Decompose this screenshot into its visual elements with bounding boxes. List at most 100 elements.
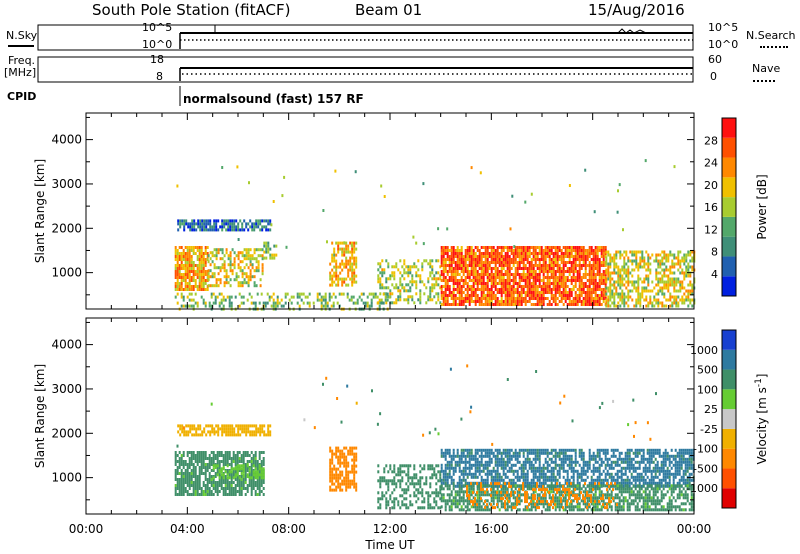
- nsearch-dotted-key: [760, 46, 788, 48]
- vel-ylabel: Slant Range [km]: [33, 364, 47, 468]
- velocity-heatmap: [174, 364, 695, 512]
- freq-tick-bottom: 8: [156, 70, 163, 83]
- power-cb-label-12: 12: [704, 223, 718, 236]
- cpid-label: CPID: [7, 90, 37, 103]
- nsky-line-key: [8, 45, 34, 47]
- ytick-label-2000: 2000: [51, 221, 82, 235]
- velocity-cb-label-3: 25: [704, 403, 718, 416]
- vel-region-5: [440, 448, 695, 488]
- power-region-8: [174, 292, 391, 311]
- nsky-tick-top: 10^5: [142, 21, 173, 34]
- power-region-0: [177, 219, 272, 232]
- vel-region-2: [212, 464, 265, 480]
- vel-region-1: [174, 451, 265, 496]
- power-cb-label-16: 16: [704, 201, 718, 214]
- nave-tick-top: 60: [708, 53, 722, 66]
- cpid-text: normalsound (fast) 157 RF: [183, 92, 364, 106]
- power-cb-cell-1: [722, 256, 736, 277]
- velocity-cb-label-0: 1000: [690, 344, 718, 357]
- vel-region-4: [377, 464, 442, 510]
- freq-tick-top: 18: [150, 53, 164, 66]
- date-label: 15/Aug/2016: [588, 1, 685, 19]
- power-region-5: [377, 259, 442, 305]
- nsearch-label: N.Search: [746, 29, 796, 42]
- power-cb-label-8: 8: [711, 246, 718, 259]
- power-region-6: [440, 246, 607, 306]
- nsky-label: N.Sky: [6, 29, 38, 42]
- power-cb-cell-6: [722, 157, 736, 178]
- nave-label: Nave: [752, 62, 781, 75]
- ytick-label-1000: 1000: [51, 471, 82, 485]
- vel-region-3: [329, 446, 358, 492]
- velocity-cb-cell-4: [722, 409, 736, 429]
- velocity-cb-cell-1: [722, 468, 736, 489]
- xtick-label-3: 12:00: [373, 522, 408, 536]
- power-region-2: [207, 248, 264, 288]
- power-cb-cell-5: [722, 177, 736, 198]
- velocity-cb-cell-2: [722, 448, 736, 469]
- xlabel: Time UT: [364, 538, 415, 552]
- power-cb-label-24: 24: [704, 157, 718, 170]
- xtick-label-6: 00:00: [677, 522, 712, 536]
- ytick-label-3000: 3000: [51, 382, 82, 396]
- power-cb-cell-0: [722, 276, 736, 296]
- ytick-label-3000: 3000: [51, 177, 82, 191]
- velocity-cb-label-1: 500: [697, 364, 718, 377]
- power-cb-label-20: 20: [704, 179, 718, 192]
- power-ylabel: Slant Range [km]: [33, 159, 47, 263]
- velocity-cb-label-7: -1000: [686, 482, 718, 495]
- time-axis: 00:00 04:00 08:00 12:00 16:00 20:00 00:00 Time …: [69, 522, 712, 552]
- power-colorbar: 4 8 12 16 20 24 28 Power [dB]: [704, 117, 769, 297]
- power-cb-cell-2: [722, 236, 736, 257]
- velocity-cb-label-4: -25: [700, 423, 718, 436]
- velocity-cb-cell-8: [722, 330, 736, 350]
- freq-label-line1: Freq.: [8, 54, 36, 67]
- xtick-label-1: 04:00: [170, 522, 205, 536]
- power-axes: 1000 2000 3000 4000 Slant Range [km]: [33, 113, 695, 309]
- velocity-axes: 1000 2000 3000 4000 Slant Range [km]: [33, 318, 695, 514]
- power-region-4: [329, 241, 358, 287]
- xtick-label-4: 16:00: [474, 522, 509, 536]
- aux-nsky-panel: [37, 24, 694, 51]
- power-region-1: [174, 246, 209, 291]
- power-cb-label-4: 4: [711, 268, 718, 281]
- power-speckles: [176, 159, 676, 249]
- power-region-7: [605, 250, 696, 308]
- xtick-label-2: 08:00: [271, 522, 306, 536]
- power-cb-title: Power [dB]: [755, 174, 769, 239]
- power-cb-cell-7: [722, 137, 736, 158]
- nsearch-tick-top: 10^5: [708, 21, 739, 34]
- velocity-cb-label-2: 100: [697, 383, 718, 396]
- vel-region-0: [177, 424, 272, 437]
- ytick-label-1000: 1000: [51, 266, 82, 280]
- vel-speckles: [176, 364, 657, 448]
- velocity-cb-title: Velocity [m s-1]: [754, 374, 769, 465]
- velocity-cb-cell-3: [722, 428, 736, 449]
- beam-label: Beam 01: [355, 1, 423, 19]
- nsearch-tick-bottom: 10^0: [708, 38, 739, 51]
- velocity-cb-label-5: -100: [693, 443, 718, 456]
- power-cb-label-28: 28: [704, 134, 718, 147]
- velocity-cb-cell-0: [722, 488, 736, 508]
- nave-dotted-key: [753, 80, 775, 82]
- station-title: South Pole Station (fitACF): [92, 1, 291, 19]
- velocity-cb-label-6: -500: [693, 462, 718, 475]
- velocity-cb-cell-6: [722, 369, 736, 390]
- ytick-label-4000: 4000: [51, 133, 82, 147]
- power-region-3: [263, 241, 278, 260]
- ytick-label-4000: 4000: [51, 338, 82, 352]
- velocity-colorbar: 1000 500 100 25 -25 -100 -500 -1000 Velocity [m …: [686, 329, 769, 509]
- power-cb-cell-4: [722, 197, 736, 217]
- nave-tick-bottom: 0: [710, 70, 717, 83]
- power-cb-cell-3: [722, 216, 736, 237]
- nsky-tick-bottom: 10^0: [142, 38, 173, 51]
- velocity-cb-cell-5: [722, 389, 736, 410]
- vel-region-7: [466, 482, 618, 510]
- xtick-label-5: 20:00: [575, 522, 610, 536]
- ytick-label-2000: 2000: [51, 426, 82, 440]
- aux-freq-panel: [37, 56, 694, 83]
- nsky-late-bumps: [617, 28, 647, 34]
- xtick-label-0: 00:00: [69, 522, 104, 536]
